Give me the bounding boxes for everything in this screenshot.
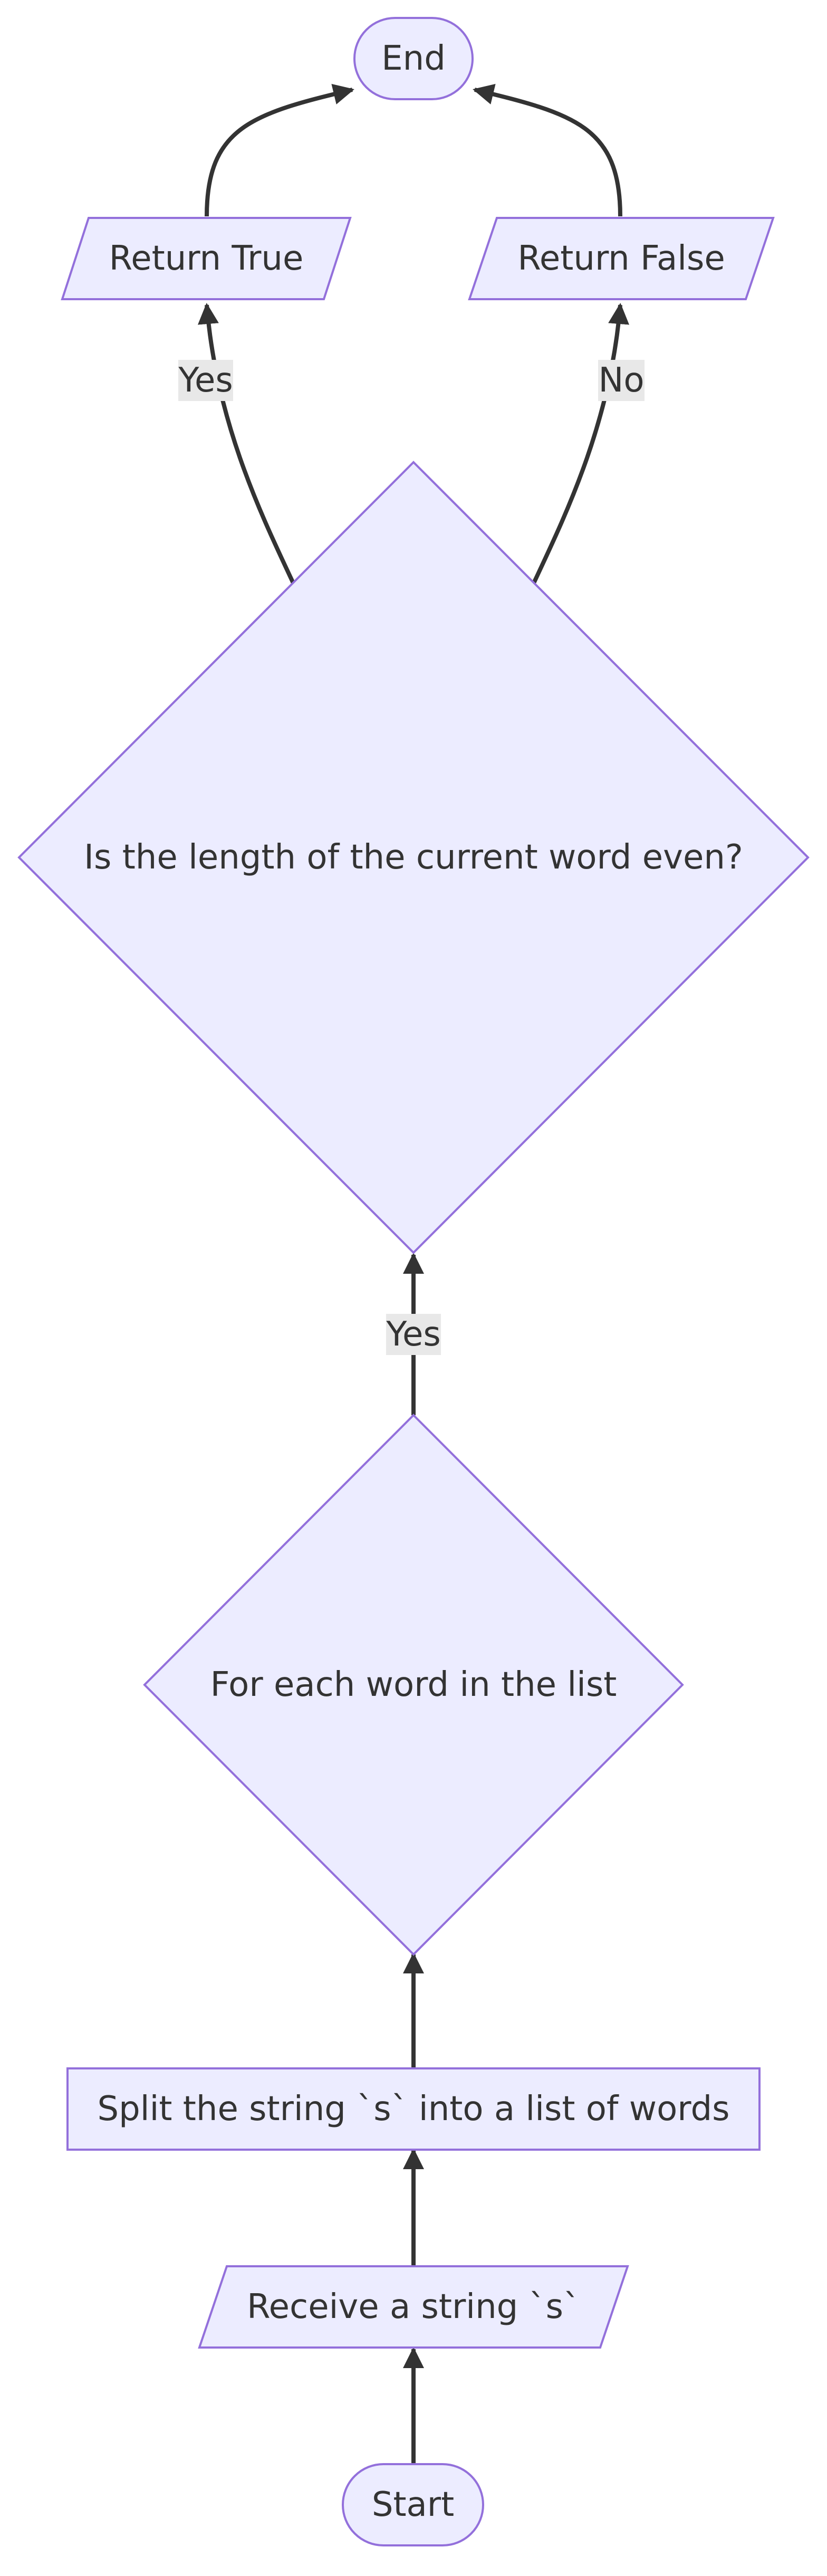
edge-label-text: No	[598, 361, 644, 400]
edge-true-to-end	[205, 83, 354, 217]
node-label: Start	[372, 2485, 454, 2524]
edges	[197, 83, 630, 2464]
edge-label-foreach-yes: Yes	[386, 1314, 441, 1355]
node-receive-string: Receive a string `s`	[198, 2265, 629, 2349]
node-label: Split the string `s` into a list of word…	[98, 2090, 730, 2129]
edge-label-iseven-yes: Yes	[178, 360, 233, 401]
node-end: End	[353, 17, 474, 100]
node-start: Start	[342, 2463, 484, 2546]
edge-label-text: Yes	[386, 1315, 440, 1354]
edge-iseven-to-true	[197, 303, 295, 584]
node-label: Is the length of the current word even?	[84, 838, 743, 877]
edge-label-text: Yes	[178, 361, 233, 400]
node-label: End	[381, 39, 446, 78]
node-label: Receive a string `s`	[247, 2287, 580, 2326]
node-label: Return False	[517, 239, 725, 278]
edge-iseven-to-false	[532, 303, 630, 584]
node-label: Return True	[109, 239, 304, 278]
node-return-true: Return True	[61, 217, 352, 300]
node-split-string: Split the string `s` into a list of word…	[66, 2067, 761, 2151]
node-return-false: Return False	[468, 217, 775, 300]
edge-false-to-end	[473, 83, 622, 217]
node-for-each-word: For each word in the list	[143, 1414, 684, 1956]
node-label: For each word in the list	[210, 1665, 617, 1704]
edge-label-iseven-no: No	[598, 360, 645, 401]
node-is-length-even: Is the length of the current word even?	[17, 461, 810, 1254]
